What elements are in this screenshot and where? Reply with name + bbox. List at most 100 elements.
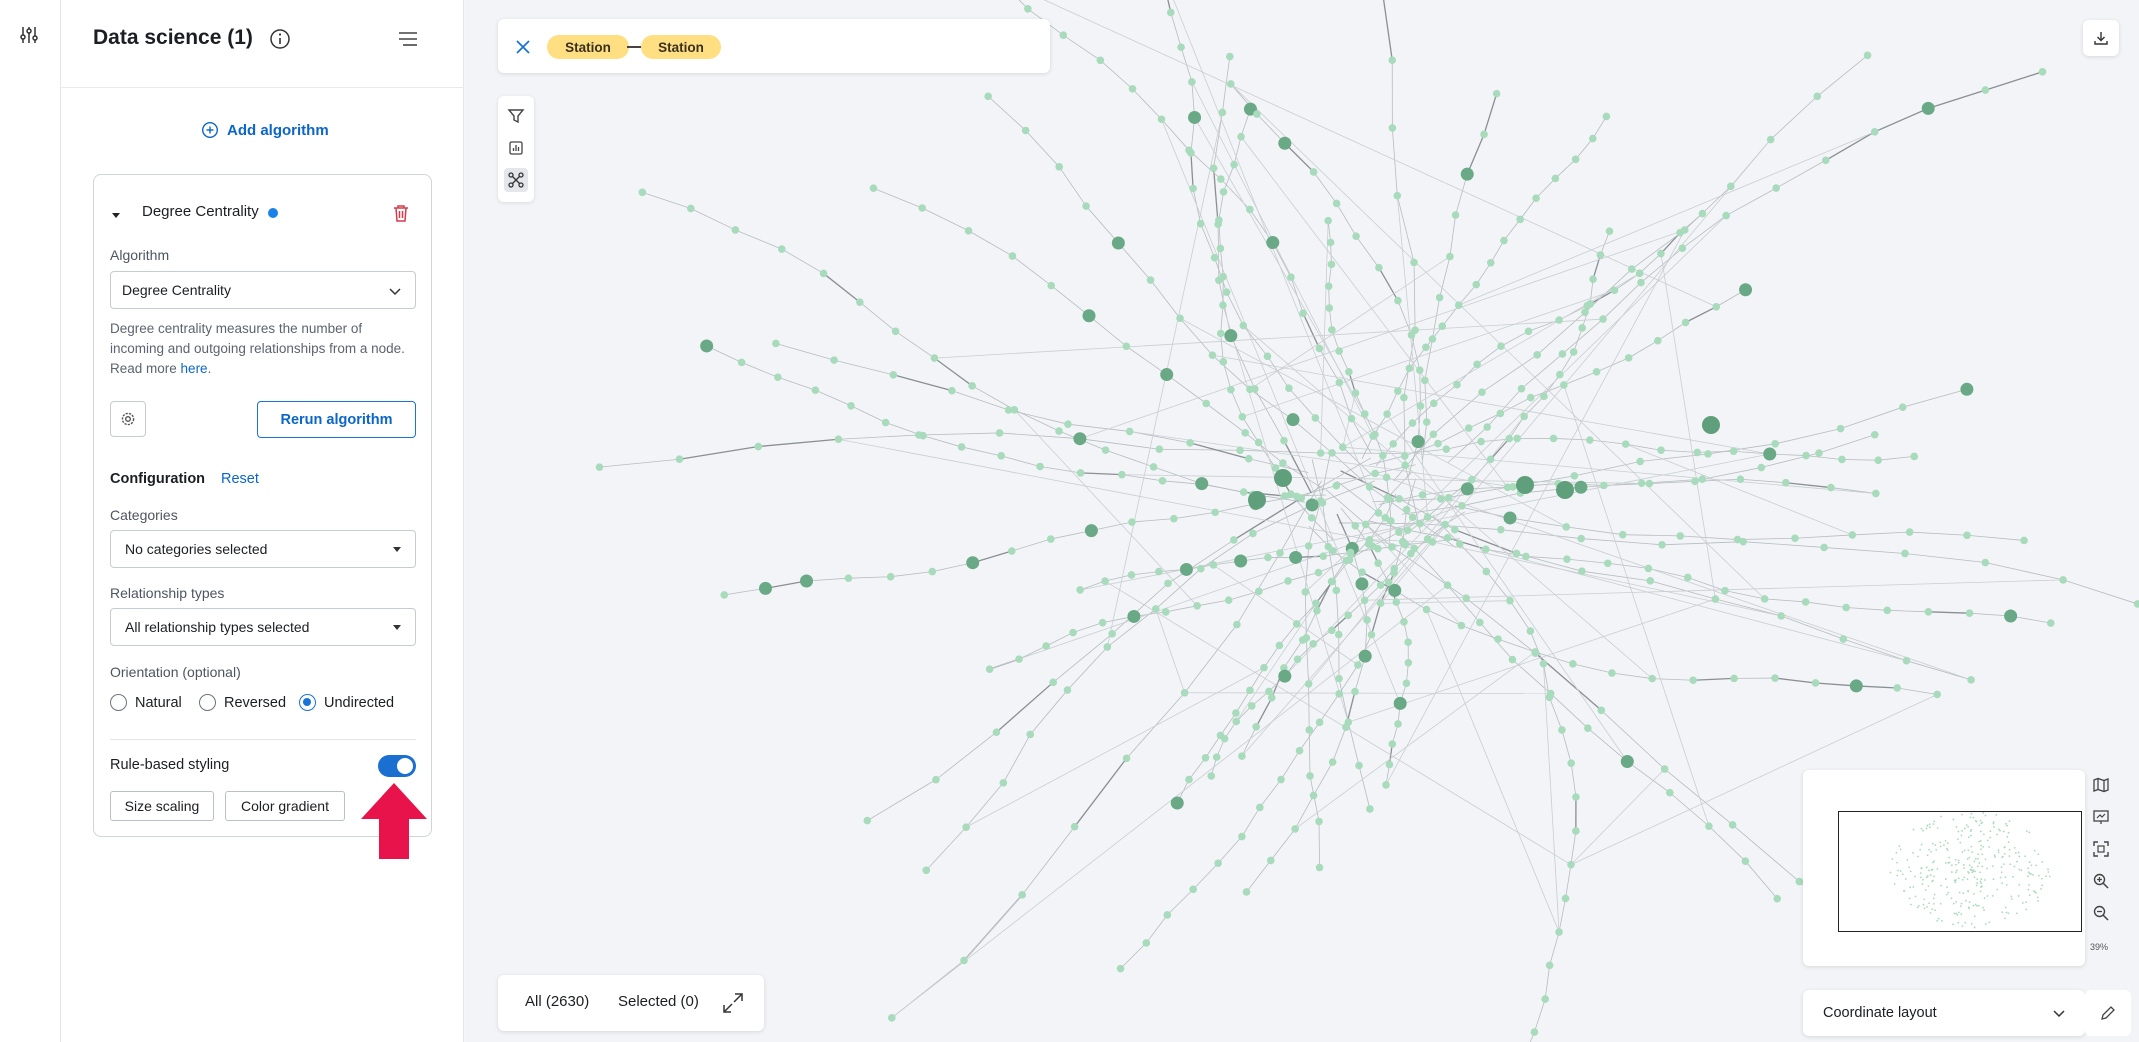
graph-relationship[interactable] bbox=[599, 458, 680, 468]
graph-node[interactable] bbox=[1309, 168, 1318, 176]
graph-node[interactable] bbox=[1276, 549, 1284, 557]
graph-relationship[interactable] bbox=[1558, 898, 1566, 933]
graph-relationship[interactable] bbox=[1280, 750, 1300, 780]
graph-relationship[interactable] bbox=[1985, 71, 2043, 91]
graph-relationship[interactable] bbox=[1702, 467, 1762, 480]
graph-node[interactable] bbox=[1733, 535, 1742, 544]
graph-relationship[interactable] bbox=[1565, 864, 1572, 899]
graph-relationship[interactable] bbox=[1021, 826, 1075, 896]
graph-relationship[interactable] bbox=[1222, 305, 1349, 723]
graph-node[interactable] bbox=[1558, 350, 1567, 358]
graph-relationship[interactable] bbox=[1200, 223, 1215, 258]
graph-node[interactable] bbox=[1214, 859, 1222, 868]
graph-relationship[interactable] bbox=[1909, 531, 1968, 536]
graph-node[interactable] bbox=[2004, 609, 2018, 623]
graph-node[interactable] bbox=[1305, 498, 1319, 512]
graph-relationship[interactable] bbox=[1241, 807, 1261, 837]
graph-relationship[interactable] bbox=[1336, 203, 1357, 237]
graph-node[interactable] bbox=[1874, 456, 1883, 464]
graph-node[interactable] bbox=[1522, 552, 1530, 561]
graph-relationship[interactable] bbox=[1308, 729, 1311, 776]
graph-node[interactable] bbox=[1467, 475, 1476, 484]
graph-relationship[interactable] bbox=[1543, 663, 1560, 933]
graph-node[interactable] bbox=[1533, 351, 1541, 359]
graph-node[interactable] bbox=[1234, 554, 1248, 568]
graph-relationship[interactable] bbox=[1391, 127, 1398, 196]
graph-node[interactable] bbox=[1161, 608, 1170, 616]
graph-relationship[interactable] bbox=[1449, 214, 1456, 257]
graph-node[interactable] bbox=[1585, 436, 1594, 444]
graph-relationship[interactable] bbox=[1131, 571, 1159, 576]
graph-relationship[interactable] bbox=[968, 230, 1013, 257]
graph-node[interactable] bbox=[1801, 598, 1810, 606]
graph-relationship[interactable] bbox=[1347, 722, 1360, 766]
graph-relationship[interactable] bbox=[1348, 598, 1716, 723]
graph-node[interactable] bbox=[1332, 199, 1341, 208]
trash-icon[interactable] bbox=[389, 201, 413, 225]
graph-relationship[interactable] bbox=[1365, 524, 1462, 626]
graph-relationship[interactable] bbox=[934, 357, 973, 387]
graph-node[interactable] bbox=[2020, 536, 2028, 545]
graph-relationship[interactable] bbox=[1244, 432, 1284, 464]
graph-node[interactable] bbox=[1838, 455, 1846, 464]
graph-node[interactable] bbox=[1334, 630, 1343, 639]
graph-node[interactable] bbox=[1278, 136, 1292, 150]
graph-relationship[interactable] bbox=[1631, 229, 1685, 270]
graph-node[interactable] bbox=[1933, 690, 1942, 699]
graph-node[interactable] bbox=[1197, 564, 1205, 573]
graph-node[interactable] bbox=[1771, 674, 1779, 682]
graph-relationship[interactable] bbox=[1080, 472, 1122, 476]
graph-node[interactable] bbox=[1555, 316, 1563, 324]
graph-relationship[interactable] bbox=[1323, 552, 1351, 557]
graph-relationship[interactable] bbox=[1165, 605, 1198, 613]
graph-node[interactable] bbox=[2038, 67, 2047, 76]
graph-node[interactable] bbox=[930, 354, 939, 362]
graph-relationship[interactable] bbox=[848, 576, 891, 579]
graph-relationship[interactable] bbox=[1313, 171, 1337, 204]
graph-relationship[interactable] bbox=[1433, 391, 1483, 435]
graph-relationship[interactable] bbox=[1011, 538, 1051, 552]
graph-relationship[interactable] bbox=[1928, 89, 1986, 109]
graph-relationship[interactable] bbox=[1846, 607, 1888, 611]
graph-node[interactable] bbox=[1195, 477, 1209, 491]
graph-node[interactable] bbox=[1319, 552, 1328, 561]
graph-node[interactable] bbox=[1209, 164, 1218, 172]
graph-relationship[interactable] bbox=[1241, 726, 1257, 757]
graph-node[interactable] bbox=[1842, 603, 1850, 612]
graph-node[interactable] bbox=[1563, 555, 1571, 563]
graph-relationship[interactable] bbox=[1427, 497, 1449, 518]
graph-node[interactable] bbox=[1960, 382, 1974, 396]
graph-node[interactable] bbox=[1271, 464, 1280, 472]
graph-relationship[interactable] bbox=[1592, 254, 1602, 280]
graph-node[interactable] bbox=[1042, 642, 1050, 650]
graph-relationship[interactable] bbox=[1764, 598, 1806, 603]
graph-relationship[interactable] bbox=[1815, 682, 1857, 687]
graph-relationship[interactable] bbox=[1111, 583, 1169, 635]
graph-relationship[interactable] bbox=[1534, 998, 1546, 1033]
graph-relationship[interactable] bbox=[1258, 580, 1289, 592]
graph-node[interactable] bbox=[1076, 469, 1085, 477]
radio-button[interactable] bbox=[110, 694, 127, 711]
graph-node[interactable] bbox=[1965, 609, 1974, 617]
graph-node[interactable] bbox=[1795, 877, 1804, 886]
graph-node[interactable] bbox=[1678, 244, 1687, 253]
graph-hub-node[interactable] bbox=[1556, 481, 1574, 499]
graph-relationship[interactable] bbox=[932, 562, 973, 572]
graph-relationship[interactable] bbox=[1664, 768, 1733, 826]
graph-relationship[interactable] bbox=[1191, 81, 1374, 437]
graph-node[interactable] bbox=[1073, 432, 1087, 446]
graph-node[interactable] bbox=[1328, 326, 1336, 334]
graph-node[interactable] bbox=[1403, 526, 1412, 534]
graph-node[interactable] bbox=[1365, 536, 1374, 544]
graph-node[interactable] bbox=[1345, 367, 1353, 376]
graph-node[interactable] bbox=[1170, 514, 1178, 523]
graph-node[interactable] bbox=[1711, 595, 1720, 603]
graph-relationship[interactable] bbox=[1296, 485, 1337, 497]
graph-node[interactable] bbox=[1157, 115, 1166, 124]
graph-relationship[interactable] bbox=[1223, 164, 1235, 193]
graph-relationship[interactable] bbox=[922, 435, 962, 448]
graph-node[interactable] bbox=[1757, 463, 1766, 472]
reset-link[interactable]: Reset bbox=[221, 471, 259, 487]
graph-node[interactable] bbox=[1295, 746, 1304, 755]
graph-node[interactable] bbox=[1691, 477, 1699, 486]
